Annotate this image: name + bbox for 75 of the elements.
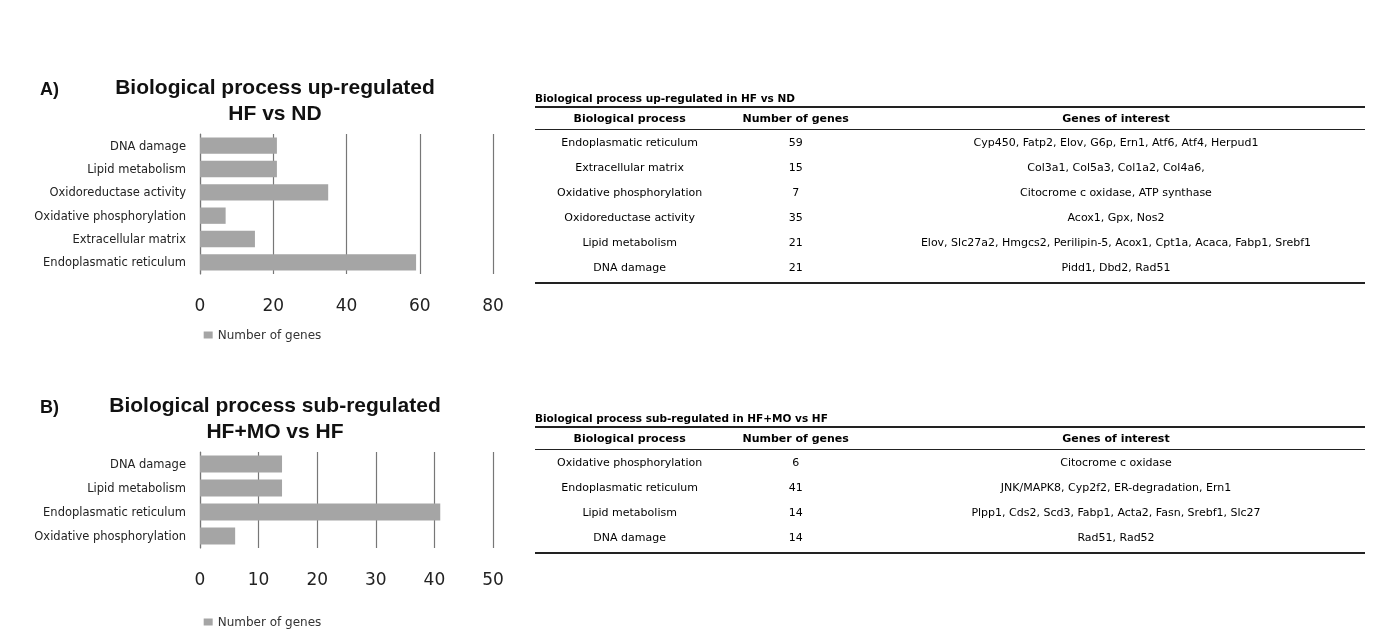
- text: DNA damage: [593, 261, 666, 274]
- text: 14: [788, 506, 803, 519]
- category-label: Number of genes: [724, 427, 867, 450]
- x-tick-label: 30: [364, 568, 387, 589]
- y-tick-label: Endoplasmatic reticulum: [43, 255, 186, 270]
- y-tick-label: Lipid metabolism: [87, 481, 186, 495]
- category-label: Number of genes: [724, 107, 867, 130]
- y-tick-label: Endoplasmatic reticulum: [43, 505, 186, 519]
- text: Elov, Slc27a2, Hmgcs2, Perilipin-5, Acox1, Cpt1a, Acaca, Fabp1, Srebf1: [920, 236, 1312, 249]
- x-tick-label: 40: [335, 294, 358, 315]
- text: Citocrome c oxidase, ATP synthase: [1020, 186, 1212, 199]
- bar: [200, 455, 283, 473]
- bar: [200, 479, 283, 497]
- bar: [200, 254, 417, 271]
- text: 14: [788, 531, 803, 544]
- text: Col3a1, Col5a3, Col1a2, Col4a6,: [1027, 161, 1205, 174]
- text: Biological process sub-regulated in HF+MO vs HF: [535, 412, 829, 424]
- x-tick-label: 20: [262, 294, 285, 315]
- category-label: Biological process: [535, 107, 725, 130]
- bar: [200, 503, 441, 521]
- text: B): [40, 397, 59, 417]
- x-tick-label: 50: [482, 568, 504, 589]
- text: Pidd1, Dbd2, Rad51: [1061, 261, 1171, 274]
- x-tick-label: 0: [194, 568, 206, 589]
- y-tick-label: Oxidative phosphorylation: [34, 208, 186, 223]
- x-tick-label: 40: [423, 568, 446, 589]
- text: Acox1, Gpx, Nos2: [1067, 211, 1165, 224]
- text: Plpp1, Cds2, Scd3, Fabp1, Acta2, Fasn, Srebf1, Slc27: [971, 506, 1261, 519]
- category-label: Genes of interest: [867, 107, 1365, 130]
- text: Oxidative phosphorylation: [557, 456, 703, 469]
- text: 21: [788, 261, 803, 274]
- text: A): [40, 79, 59, 99]
- text: 21: [788, 236, 803, 249]
- text: 41: [788, 481, 803, 494]
- text: Oxidative phosphorylation: [557, 186, 703, 199]
- bar: [200, 230, 255, 248]
- y-tick-label: DNA damage: [110, 457, 186, 471]
- text: 6: [792, 456, 800, 469]
- text: Biological process up-regulated in HF vs ND: [535, 92, 796, 104]
- text: Lipid metabolism: [582, 506, 677, 519]
- text: 15: [788, 161, 803, 174]
- text: 35: [788, 211, 803, 224]
- x-tick-label: 20: [306, 568, 329, 589]
- text: Citocrome c oxidase: [1060, 456, 1172, 469]
- bar: [200, 207, 226, 224]
- bar: [200, 527, 236, 545]
- bar: [200, 160, 277, 178]
- y-tick-label: Extracellular matrix: [72, 232, 187, 246]
- bar: [200, 184, 329, 201]
- x-tick-label: 80: [482, 294, 504, 315]
- text: 7: [792, 186, 800, 199]
- text: Rad51, Rad52: [1077, 531, 1155, 544]
- x-tick-label: 0: [194, 294, 206, 315]
- y-tick-label: Oxidative phosphorylation: [34, 529, 186, 543]
- y-tick-label: DNA damage: [110, 138, 186, 153]
- bar: [200, 137, 277, 154]
- x-tick-label: 10: [247, 568, 270, 589]
- text: Extracellular matrix: [575, 161, 684, 174]
- y-tick-label: Oxidoreductase activity: [49, 185, 187, 200]
- text: Cyp450, Fatp2, Elov, G6p, Ern1, Atf6, Atf4, Herpud1: [973, 136, 1259, 149]
- text: Oxidoreductase activity: [564, 211, 695, 224]
- text: 59: [788, 136, 803, 149]
- x-tick-label: 60: [408, 294, 431, 315]
- category-label: Genes of interest: [867, 427, 1365, 450]
- chart-title: Biological process sub-regulated HF+MO vs HF: [109, 392, 441, 442]
- legend-label: Number of genes: [217, 328, 322, 342]
- text: Endoplasmatic reticulum: [561, 136, 698, 149]
- y-tick-label: Lipid metabolism: [87, 162, 186, 176]
- text: JNK/MAPK8, Cyp2f2, ER-degradation, Ern1: [1000, 481, 1232, 494]
- text: Endoplasmatic reticulum: [561, 481, 698, 494]
- legend-label: Number of genes: [217, 615, 322, 629]
- chart-title: Biological process up-regulated HF vs ND: [115, 74, 435, 124]
- text: DNA damage: [593, 531, 666, 544]
- category-label: Biological process: [535, 427, 725, 450]
- text: Lipid metabolism: [582, 236, 677, 249]
